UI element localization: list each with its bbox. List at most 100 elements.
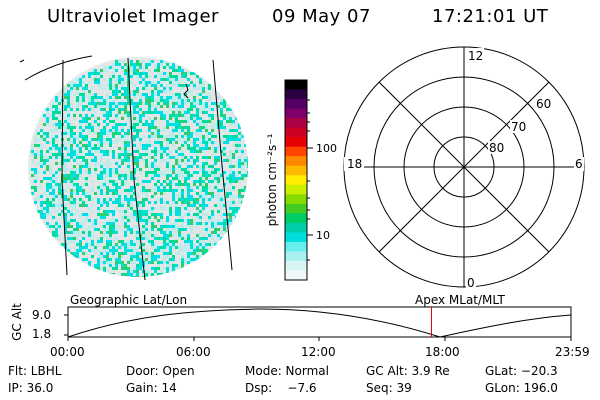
globe-pixel — [67, 180, 70, 183]
globe-pixel — [103, 261, 106, 264]
colorbar-stripe — [285, 175, 307, 186]
globe-pixel — [190, 102, 193, 105]
globe-pixel — [163, 195, 166, 198]
globe-pixel — [202, 114, 205, 117]
globe-pixel — [130, 84, 133, 87]
globe-pixel — [124, 204, 127, 207]
globe-pixel — [199, 111, 202, 114]
globe-pixel — [67, 246, 70, 249]
globe-pixel — [106, 201, 109, 204]
globe-pixel — [64, 120, 67, 123]
globe-pixel — [64, 225, 67, 228]
globe-pixel — [100, 126, 103, 129]
globe-pixel — [232, 129, 235, 132]
globe-pixel — [79, 147, 82, 150]
globe-pixel — [148, 249, 151, 252]
globe-pixel — [223, 114, 226, 117]
globe-pixel — [220, 174, 223, 177]
globe-pixel — [130, 201, 133, 204]
globe-pixel — [70, 129, 73, 132]
globe-pixel — [136, 123, 139, 126]
globe-pixel — [190, 105, 193, 108]
globe-pixel — [202, 99, 205, 102]
globe-pixel — [61, 240, 64, 243]
globe-pixel — [115, 192, 118, 195]
globe-pixel — [226, 144, 229, 147]
globe-pixel — [187, 102, 190, 105]
globe-pixel — [208, 213, 211, 216]
globe-pixel — [202, 234, 205, 237]
globe-pixel — [133, 198, 136, 201]
globe-pixel — [100, 216, 103, 219]
globe-pixel — [52, 129, 55, 132]
globe-pixel — [142, 243, 145, 246]
globe-pixel — [88, 105, 91, 108]
globe-pixel — [148, 195, 151, 198]
globe-pixel — [76, 141, 79, 144]
globe-pixel — [193, 183, 196, 186]
globe-pixel — [100, 123, 103, 126]
globe-pixel — [97, 201, 100, 204]
globe-pixel — [118, 117, 121, 120]
globe-pixel — [127, 261, 130, 264]
globe-pixel — [52, 147, 55, 150]
colorbar-stripe — [285, 194, 307, 205]
globe-pixel — [109, 261, 112, 264]
colorbar-stripe — [285, 251, 307, 262]
globe-pixel — [151, 234, 154, 237]
globe-pixel — [196, 96, 199, 99]
globe-pixel — [127, 198, 130, 201]
globe-pixel — [103, 117, 106, 120]
globe-pixel — [205, 135, 208, 138]
globe-pixel — [151, 114, 154, 117]
globe-pixel — [220, 102, 223, 105]
globe-pixel — [76, 207, 79, 210]
globe-pixel — [223, 210, 226, 213]
globe-pixel — [175, 183, 178, 186]
globe-pixel — [112, 198, 115, 201]
globe-pixel — [172, 108, 175, 111]
globe-pixel — [79, 210, 82, 213]
globe-pixel — [37, 150, 40, 153]
globe-pixel — [235, 189, 238, 192]
globe-pixel — [70, 159, 73, 162]
globe-pixel — [190, 219, 193, 222]
globe-pixel — [76, 99, 79, 102]
globe-pixel — [52, 189, 55, 192]
globe-pixel — [229, 135, 232, 138]
globe-pixel — [115, 174, 118, 177]
globe-pixel — [241, 147, 244, 150]
globe-pixel — [124, 177, 127, 180]
globe-pixel — [94, 78, 97, 81]
globe-pixel — [97, 66, 100, 69]
globe-pixel — [175, 168, 178, 171]
globe-pixel — [124, 114, 127, 117]
globe-pixel — [67, 156, 70, 159]
globe-pixel — [217, 111, 220, 114]
globe-pixel — [115, 87, 118, 90]
globe-pixel — [91, 135, 94, 138]
globe-pixel — [190, 90, 193, 93]
globe-pixel — [97, 99, 100, 102]
globe-pixel — [154, 180, 157, 183]
globe-pixel — [136, 252, 139, 255]
globe-pixel — [151, 108, 154, 111]
globe-pixel — [142, 138, 145, 141]
globe-pixel — [70, 201, 73, 204]
globe-pixel — [103, 231, 106, 234]
colorbar-stripe — [285, 184, 307, 195]
globe-pixel — [187, 228, 190, 231]
globe-pixel — [55, 126, 58, 129]
globe-pixel — [37, 207, 40, 210]
globe-pixel — [208, 153, 211, 156]
globe-pixel — [166, 195, 169, 198]
globe-pixel — [130, 147, 133, 150]
globe-pixel — [82, 237, 85, 240]
globe-pixel — [88, 99, 91, 102]
globe-pixel — [133, 87, 136, 90]
globe-pixel — [238, 153, 241, 156]
globe-pixel — [199, 144, 202, 147]
globe-pixel — [163, 222, 166, 225]
globe-pixel — [85, 114, 88, 117]
